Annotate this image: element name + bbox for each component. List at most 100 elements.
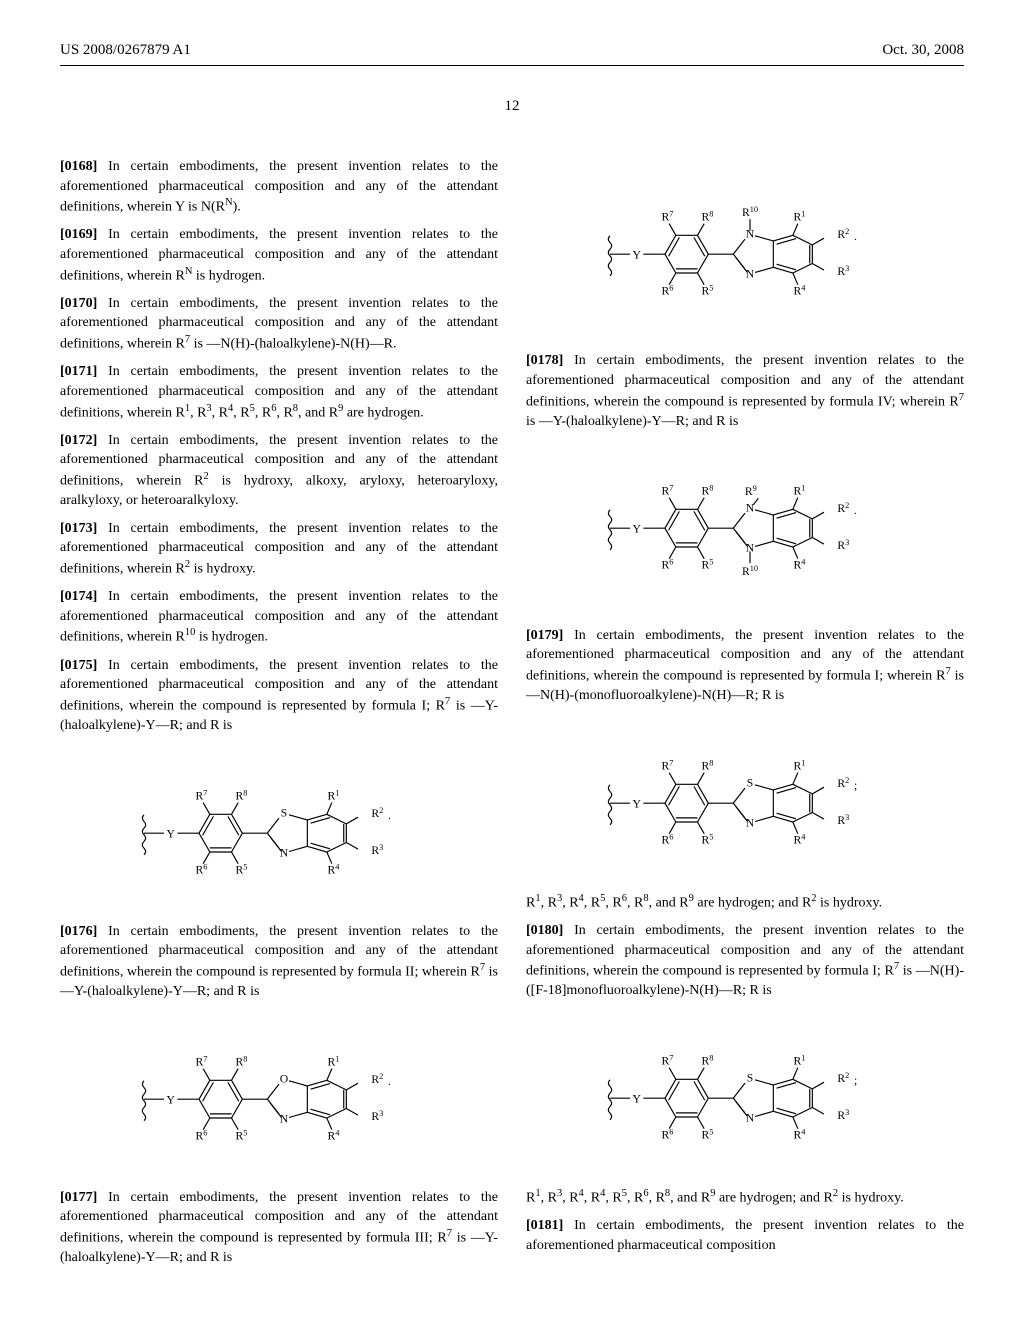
svg-text:Y: Y xyxy=(632,523,641,536)
svg-text:R2: R2 xyxy=(837,227,849,242)
para-0180: [0180] In certain embodiments, the prese… xyxy=(526,921,964,1001)
svg-text:R4: R4 xyxy=(328,1128,341,1143)
structure-diagram-NN-bottom: YR7R8R6R5NNR10R9R1R2.R3R4 xyxy=(526,449,964,607)
svg-text:R2: R2 xyxy=(371,1071,383,1086)
svg-text:R1: R1 xyxy=(794,1053,806,1068)
svg-text:S: S xyxy=(281,806,287,819)
structure-diagram-O: YR7R8R6R5ONR1R2.R3R4 xyxy=(60,1020,498,1170)
svg-text:R3: R3 xyxy=(837,538,849,553)
svg-text:R7: R7 xyxy=(662,1053,674,1068)
para-0181: [0181] In certain embodiments, the prese… xyxy=(526,1216,964,1255)
para-0170: [0170] In certain embodiments, the prese… xyxy=(60,294,498,354)
svg-text:R4: R4 xyxy=(794,283,807,298)
para-0169: [0169] In certain embodiments, the prese… xyxy=(60,225,498,285)
chem-svg: YR7R8R6R5SNR1R2.R3R4 xyxy=(129,754,429,904)
svg-text:.: . xyxy=(388,809,391,822)
svg-text:R4: R4 xyxy=(328,862,341,877)
svg-text:R2: R2 xyxy=(837,775,849,790)
structure-diagram-S-2: Y R7 R8 R6 R5 S N R1 R2; R3 R4 xyxy=(526,724,964,874)
svg-text:R5: R5 xyxy=(702,558,714,573)
svg-text:R1: R1 xyxy=(328,1054,340,1069)
para-0177: [0177] In certain embodiments, the prese… xyxy=(60,1188,498,1268)
structure-diagram-S-3: Y R7 R8 R6 R5 S N R1 R2; R3 R4 xyxy=(526,1019,964,1169)
structure-diagram-S-1: YR7R8R6R5SNR1R2.R3R4 xyxy=(60,754,498,904)
svg-text:R4: R4 xyxy=(794,832,807,847)
svg-text:Y: Y xyxy=(632,797,641,810)
svg-text:Y: Y xyxy=(166,1093,175,1106)
para-0179: [0179] In certain embodiments, the prese… xyxy=(526,626,964,706)
svg-text:N: N xyxy=(746,1112,755,1125)
svg-text:R2: R2 xyxy=(837,1071,849,1086)
svg-text:N: N xyxy=(746,267,755,280)
svg-text:.: . xyxy=(388,1075,391,1088)
svg-text:R5: R5 xyxy=(236,862,248,877)
para-0172: [0172] In certain embodiments, the prese… xyxy=(60,431,498,511)
svg-text:R6: R6 xyxy=(196,1128,208,1143)
svg-text:N: N xyxy=(746,816,755,829)
header-pub-number: US 2008/0267879 A1 xyxy=(60,40,191,61)
svg-text:R6: R6 xyxy=(662,1127,674,1142)
svg-text:R3: R3 xyxy=(837,1108,849,1123)
svg-text:R7: R7 xyxy=(662,758,674,773)
structure-diagram-NN-top: YR7R8R6R5NNR10R1R2.R3R4 xyxy=(526,175,964,333)
svg-text:R5: R5 xyxy=(702,1127,714,1142)
para-0171: [0171] In certain embodiments, the prese… xyxy=(60,362,498,422)
svg-text:S: S xyxy=(747,776,753,789)
chem-svg: YR7R8R6R5NNR10R1R2.R3R4 xyxy=(595,175,895,333)
svg-text:R3: R3 xyxy=(837,264,849,279)
content-columns: [0168] In certain embodiments, the prese… xyxy=(60,157,964,1276)
svg-text:N: N xyxy=(746,502,755,515)
left-column: [0168] In certain embodiments, the prese… xyxy=(60,157,498,1276)
svg-text:R3: R3 xyxy=(371,842,383,857)
svg-text:S: S xyxy=(747,1072,753,1085)
right-column: Y R7 R8 R6 R5 N N R10 R1 R2. R3 R4 [0178] In certai… xyxy=(526,157,964,1276)
svg-text:N: N xyxy=(280,1112,289,1125)
svg-text:.: . xyxy=(854,504,857,517)
svg-text:O: O xyxy=(280,1072,288,1085)
svg-text:Y: Y xyxy=(632,248,641,261)
svg-text:Y: Y xyxy=(632,1092,641,1105)
svg-text:R1: R1 xyxy=(794,209,806,224)
svg-text:R3: R3 xyxy=(371,1108,383,1123)
para-0178: [0178] In certain embodiments, the prese… xyxy=(526,351,964,431)
svg-text:Y: Y xyxy=(166,827,175,840)
chem-svg: YR7R8R6R5ONR1R2.R3R4 xyxy=(129,1020,429,1170)
svg-text:;: ; xyxy=(854,779,857,792)
svg-text:R1: R1 xyxy=(328,788,340,803)
svg-text:R8: R8 xyxy=(702,1053,714,1068)
svg-text:;: ; xyxy=(854,1074,857,1087)
svg-text:R7: R7 xyxy=(662,209,674,224)
chem-svg: Y R7 R8 R6 R5 S N R1 R2; R3 R4 xyxy=(595,1019,895,1169)
svg-text:R10: R10 xyxy=(742,564,758,579)
svg-text:R1: R1 xyxy=(794,758,806,773)
svg-text:N: N xyxy=(280,846,289,859)
svg-text:R8: R8 xyxy=(702,483,714,498)
header-date: Oct. 30, 2008 xyxy=(882,40,964,61)
svg-text:R2: R2 xyxy=(837,501,849,516)
svg-text:R6: R6 xyxy=(662,832,674,847)
para-0168: [0168] In certain embodiments, the prese… xyxy=(60,157,498,217)
para-0176: [0176] In certain embodiments, the prese… xyxy=(60,922,498,1002)
svg-text:R8: R8 xyxy=(702,209,714,224)
svg-text:R9: R9 xyxy=(745,484,757,499)
para-0174: [0174] In certain embodiments, the prese… xyxy=(60,587,498,647)
para-0180b: R1, R3, R4, R4, R5, R6, R8, and R9 are h… xyxy=(526,1187,964,1208)
para-0175: [0175] In certain embodiments, the prese… xyxy=(60,656,498,736)
svg-text:R6: R6 xyxy=(662,558,674,573)
svg-text:R8: R8 xyxy=(702,758,714,773)
svg-text:R2: R2 xyxy=(371,805,383,820)
svg-text:R6: R6 xyxy=(196,862,208,877)
svg-text:R5: R5 xyxy=(702,283,714,298)
chem-svg: YR7R8R6R5NNR10R9R1R2.R3R4 xyxy=(595,449,895,607)
svg-text:R3: R3 xyxy=(837,812,849,827)
svg-text:R8: R8 xyxy=(236,1054,248,1069)
chem-svg: Y R7 R8 R6 R5 S N R1 R2; R3 R4 xyxy=(595,724,895,874)
svg-text:R5: R5 xyxy=(702,832,714,847)
svg-text:R6: R6 xyxy=(662,283,674,298)
svg-text:R4: R4 xyxy=(794,558,807,573)
svg-text:R4: R4 xyxy=(794,1127,807,1142)
svg-text:R7: R7 xyxy=(196,788,208,803)
svg-text:R5: R5 xyxy=(236,1128,248,1143)
svg-text:R7: R7 xyxy=(662,483,674,498)
svg-text:R10: R10 xyxy=(742,204,758,219)
